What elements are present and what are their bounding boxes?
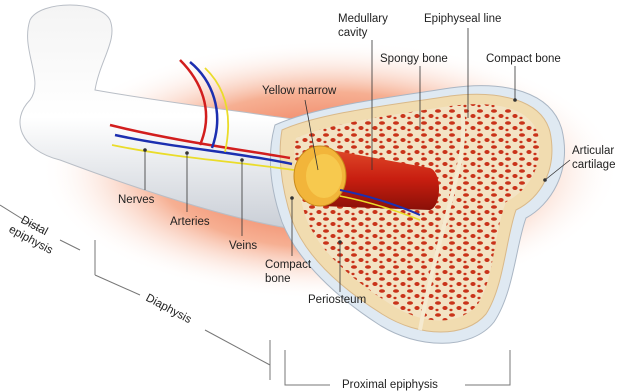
inner-nerve: [339, 195, 421, 221]
label-line: Articular: [572, 145, 614, 157]
label-line: Proximal epiphysis: [342, 379, 438, 391]
brackets: [0, 204, 511, 386]
inner-vein: [339, 189, 421, 216]
leader-dot: [513, 98, 517, 102]
illustration: [19, 4, 620, 344]
leader-dot: [338, 240, 342, 244]
leader: [304, 99, 319, 171]
bracket: [284, 350, 511, 386]
label-line: Medullary: [338, 13, 388, 25]
label-line: Arteries: [170, 216, 210, 228]
label: Spongy bone: [380, 53, 448, 65]
label: Yellow marrow: [262, 85, 337, 97]
nerves-vessel: [111, 67, 295, 171]
leader-dot: [290, 196, 294, 200]
bracket: [94, 240, 271, 380]
medullary-cavity: [320, 148, 439, 210]
label-line: Yellow marrow: [262, 85, 337, 97]
label-line: cavity: [338, 27, 368, 39]
label: Medullary cavity: [338, 13, 388, 39]
label: Articular cartilage: [572, 145, 615, 171]
veins-vessel: [114, 61, 293, 166]
leader-dot: [543, 178, 547, 182]
label-line: Veins: [229, 240, 257, 252]
label: Proximal epiphysis: [342, 379, 438, 391]
label: Compact bone: [265, 259, 312, 285]
arteries-vessel: [109, 59, 291, 160]
label-line: Nerves: [118, 194, 155, 206]
yellow-marrow-face: [306, 154, 342, 198]
bracket: [0, 204, 81, 251]
label-line: Spongy bone: [380, 53, 448, 65]
leader: [544, 159, 571, 181]
leader-dot: [185, 151, 189, 155]
label-line: Diaphysis: [144, 292, 194, 326]
label: Veins: [229, 240, 257, 252]
label: Compact bone: [486, 53, 561, 65]
label: Distalepiphysis: [7, 211, 62, 257]
label: Periosteum: [308, 294, 366, 306]
label-line: Compact bone: [486, 53, 561, 65]
label-line: cartilage: [572, 159, 615, 171]
label-line: Periosteum: [308, 294, 366, 306]
epiphyseal-line: [418, 109, 466, 331]
label: Diaphysis: [144, 292, 194, 326]
leader-dot: [143, 148, 147, 152]
label-line: bone: [265, 273, 291, 285]
leaders: [143, 28, 571, 292]
label: Nerves: [118, 194, 155, 206]
label-line: Epiphyseal line: [424, 13, 501, 25]
label: Arteries: [170, 216, 210, 228]
leader-dot: [240, 158, 244, 162]
label: Epiphyseal line: [424, 13, 501, 25]
label-line: Compact: [265, 259, 312, 271]
